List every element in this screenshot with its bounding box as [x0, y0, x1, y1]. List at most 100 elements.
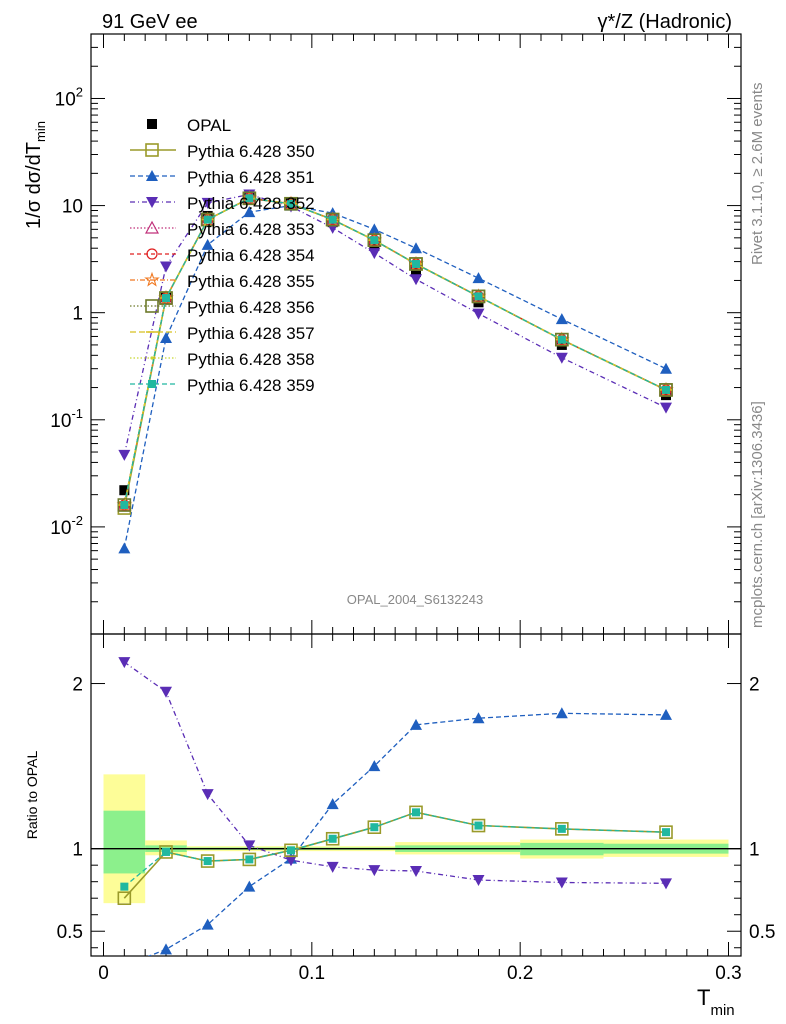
ratio-series-point-2	[326, 861, 339, 873]
main-ytick-label-base: 10	[55, 89, 76, 110]
main-series-point-2	[118, 449, 131, 461]
main-series-point-9	[287, 199, 295, 208]
legend-marker-4	[146, 248, 158, 260]
main-series-point-1	[243, 206, 256, 218]
header-right: γ*/Z (Hadronic)	[598, 11, 732, 33]
ratio-series-point-3	[662, 828, 670, 837]
main-series-point-2	[660, 402, 672, 414]
ratio-series-point-2	[472, 875, 485, 887]
header-right-prefix: γ	[598, 11, 608, 33]
legend-label-8: Pythia 6.428 358	[187, 350, 315, 369]
main-series-point-1	[472, 272, 485, 284]
ratio-series-point-3	[557, 824, 566, 833]
ratio-series-point-2	[160, 686, 172, 698]
main-series-point-9	[245, 194, 254, 203]
main-series-point-1	[555, 313, 568, 325]
ratio-series-point-3	[162, 847, 170, 856]
ratio-ylabel: Ratio to OPAL	[24, 751, 40, 840]
main-ytick-label: 10-1	[50, 406, 83, 432]
header-left: 91 GeV ee	[102, 11, 198, 33]
legend-marker-1	[146, 170, 158, 181]
ratio-series-point-0	[471, 818, 486, 833]
legend-marker-5	[144, 271, 160, 287]
ratio-series-point-0	[117, 891, 132, 906]
ratio-series-point-2	[243, 840, 256, 852]
legend-label-7: Pythia 6.428 357	[187, 324, 315, 343]
ratio-series-point-1	[555, 707, 568, 719]
main-series-point-9	[120, 501, 129, 510]
ratio-band-green	[103, 810, 146, 874]
ratio-ytick-label: 1	[72, 840, 83, 861]
ratio-series-point-3	[203, 857, 212, 866]
ratio-ytick-label: 0.5	[57, 922, 83, 943]
ratio-xlabel: Tmin	[697, 985, 735, 1019]
main-series-point-1	[160, 332, 172, 344]
legend-label-2: Pythia 6.428 352	[187, 194, 315, 213]
main-ytick-label: 102	[55, 84, 83, 110]
mcplots-label: mcplots.cern.ch [arXiv:1306.3436]	[749, 401, 766, 628]
main-series-line-8	[123, 197, 667, 506]
ratio-series-point-2	[410, 865, 422, 877]
main-series-line-1	[123, 204, 667, 549]
main-ytick-label-exp: -2	[71, 513, 83, 528]
main-series-point-2	[160, 261, 172, 273]
ratio-panel: 0.5 0.5 1 1 2 2 0 0.1 0.2 0.3	[57, 633, 775, 984]
ratio-xtick-label: 0	[98, 963, 109, 984]
analysis-watermark: OPAL_2004_S6132243	[347, 592, 483, 607]
ratio-series-point-1	[660, 708, 672, 720]
ratio-frame	[90, 633, 742, 957]
main-ytick-label: 1	[72, 304, 83, 325]
main-ylabel-text: 1/σ dσ/dT	[23, 142, 45, 229]
main-ylabel-sub: min	[33, 121, 48, 142]
ratio-series-point-1	[160, 943, 172, 955]
ratio-xtick-label: 0.2	[507, 963, 533, 984]
main-series-line-2	[123, 193, 667, 456]
legend-marker-9	[148, 380, 156, 388]
ratio-xtick-label: 0.1	[299, 963, 325, 984]
ratio-series-point-0	[325, 831, 340, 846]
legend-marker-3	[144, 220, 160, 234]
ratio-series-point-1	[243, 880, 256, 892]
opal-point	[411, 266, 421, 277]
legend-label-4: Pythia 6.428 354	[187, 246, 315, 265]
main-series-point-1	[410, 242, 422, 254]
main-series-point-1	[201, 238, 214, 250]
legend-label-3: Pythia 6.428 353	[187, 220, 315, 239]
main-ytick-label: 10	[62, 197, 83, 218]
legend-marker-8	[150, 356, 154, 360]
ratio-ytick-label: 2	[72, 675, 83, 696]
ratio-series-point-2	[285, 855, 297, 867]
main-series-point-1	[368, 223, 381, 235]
ratio-series-point-1	[410, 718, 422, 730]
ratio-ytick-label-right: 0.5	[749, 922, 775, 943]
ratio-series-point-3	[120, 882, 129, 891]
main-ytick-label-exp: -1	[71, 406, 83, 421]
ratio-series-point-0	[200, 854, 215, 868]
legend-marker-6	[145, 299, 159, 313]
ratio-series-group	[117, 657, 673, 956]
ratio-ytick-label-right: 1	[749, 840, 760, 861]
main-ytick-label-base: 10	[50, 518, 71, 539]
legend-marker-0	[145, 143, 159, 157]
main-series-point-9	[370, 236, 379, 245]
ratio-xlabel-text: T	[697, 985, 710, 1010]
ratio-series-point-3	[245, 855, 254, 864]
ratio-series-point-3	[412, 808, 420, 817]
main-series-point-2	[472, 308, 485, 320]
main-series-point-2	[201, 197, 214, 209]
main-series-point-9	[328, 215, 337, 224]
main-ytick-label-exp: 2	[76, 84, 83, 99]
main-series-point-2	[368, 248, 381, 260]
ratio-series-point-3	[474, 821, 483, 830]
main-series-point-1	[118, 542, 131, 554]
ratio-series-point-1	[326, 798, 339, 810]
ratio-series-point-1	[368, 760, 381, 772]
ratio-ytick-label-right: 2	[749, 675, 760, 696]
legend-label-1: Pythia 6.428 351	[187, 168, 315, 187]
main-series-point-2	[555, 352, 568, 364]
main-series-point-9	[162, 294, 170, 303]
legend-label-5: Pythia 6.428 355	[187, 272, 315, 291]
